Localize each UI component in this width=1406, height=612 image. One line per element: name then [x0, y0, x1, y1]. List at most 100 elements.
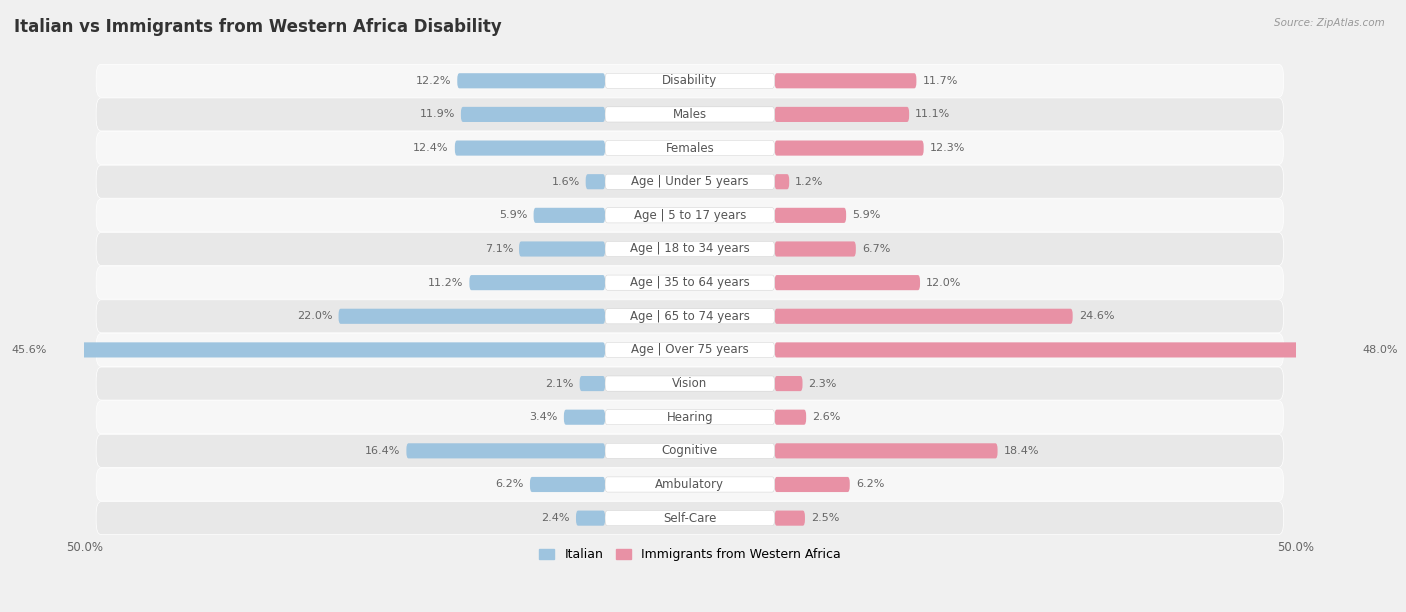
Text: 16.4%: 16.4%: [366, 446, 401, 456]
FancyBboxPatch shape: [605, 510, 775, 526]
Text: 11.7%: 11.7%: [922, 76, 957, 86]
Legend: Italian, Immigrants from Western Africa: Italian, Immigrants from Western Africa: [534, 543, 845, 566]
FancyBboxPatch shape: [534, 208, 605, 223]
Text: 5.9%: 5.9%: [852, 211, 880, 220]
FancyBboxPatch shape: [605, 241, 775, 256]
FancyBboxPatch shape: [96, 266, 1284, 299]
Text: Italian vs Immigrants from Western Africa Disability: Italian vs Immigrants from Western Afric…: [14, 18, 502, 36]
FancyBboxPatch shape: [457, 73, 605, 88]
Text: 2.5%: 2.5%: [811, 513, 839, 523]
Text: Ambulatory: Ambulatory: [655, 478, 724, 491]
FancyBboxPatch shape: [96, 199, 1284, 232]
Text: Age | Under 5 years: Age | Under 5 years: [631, 175, 748, 188]
FancyBboxPatch shape: [775, 376, 803, 391]
FancyBboxPatch shape: [461, 107, 605, 122]
Text: Cognitive: Cognitive: [662, 444, 718, 457]
Text: 11.1%: 11.1%: [915, 110, 950, 119]
Text: Age | 5 to 17 years: Age | 5 to 17 years: [634, 209, 747, 222]
FancyBboxPatch shape: [775, 275, 920, 290]
FancyBboxPatch shape: [586, 174, 605, 189]
Text: 45.6%: 45.6%: [11, 345, 46, 355]
Text: 22.0%: 22.0%: [297, 312, 332, 321]
FancyBboxPatch shape: [775, 510, 806, 526]
FancyBboxPatch shape: [775, 141, 924, 155]
FancyBboxPatch shape: [519, 241, 605, 256]
Text: 2.6%: 2.6%: [813, 412, 841, 422]
FancyBboxPatch shape: [775, 73, 917, 88]
FancyBboxPatch shape: [605, 275, 775, 290]
FancyBboxPatch shape: [775, 409, 806, 425]
Text: 12.3%: 12.3%: [929, 143, 965, 153]
FancyBboxPatch shape: [96, 233, 1284, 266]
FancyBboxPatch shape: [605, 477, 775, 492]
FancyBboxPatch shape: [576, 510, 605, 526]
Text: 12.4%: 12.4%: [413, 143, 449, 153]
FancyBboxPatch shape: [605, 141, 775, 155]
FancyBboxPatch shape: [470, 275, 605, 290]
FancyBboxPatch shape: [775, 107, 910, 122]
Text: Age | 65 to 74 years: Age | 65 to 74 years: [630, 310, 749, 323]
FancyBboxPatch shape: [96, 98, 1284, 131]
FancyBboxPatch shape: [775, 308, 1073, 324]
FancyBboxPatch shape: [96, 165, 1284, 198]
FancyBboxPatch shape: [775, 443, 998, 458]
Text: Hearing: Hearing: [666, 411, 713, 424]
FancyBboxPatch shape: [456, 141, 605, 155]
Text: Age | 35 to 64 years: Age | 35 to 64 years: [630, 276, 749, 289]
FancyBboxPatch shape: [96, 468, 1284, 501]
Text: 1.2%: 1.2%: [796, 177, 824, 187]
Text: 7.1%: 7.1%: [485, 244, 513, 254]
Text: Age | 18 to 34 years: Age | 18 to 34 years: [630, 242, 749, 255]
Text: 2.4%: 2.4%: [541, 513, 569, 523]
Text: 48.0%: 48.0%: [1362, 345, 1398, 355]
Text: 11.9%: 11.9%: [419, 110, 456, 119]
FancyBboxPatch shape: [96, 300, 1284, 333]
Text: 3.4%: 3.4%: [530, 412, 558, 422]
FancyBboxPatch shape: [564, 409, 605, 425]
Text: 12.0%: 12.0%: [927, 278, 962, 288]
Text: 5.9%: 5.9%: [499, 211, 527, 220]
Text: 12.2%: 12.2%: [416, 76, 451, 86]
FancyBboxPatch shape: [775, 174, 789, 189]
FancyBboxPatch shape: [96, 367, 1284, 400]
FancyBboxPatch shape: [96, 435, 1284, 468]
FancyBboxPatch shape: [605, 342, 775, 357]
FancyBboxPatch shape: [605, 73, 775, 88]
Text: 2.3%: 2.3%: [808, 379, 837, 389]
FancyBboxPatch shape: [52, 342, 605, 357]
FancyBboxPatch shape: [579, 376, 605, 391]
FancyBboxPatch shape: [530, 477, 605, 492]
Text: 2.1%: 2.1%: [546, 379, 574, 389]
Text: 6.2%: 6.2%: [856, 479, 884, 490]
Text: 1.6%: 1.6%: [551, 177, 579, 187]
Text: Age | Over 75 years: Age | Over 75 years: [631, 343, 749, 356]
Text: 6.2%: 6.2%: [495, 479, 524, 490]
FancyBboxPatch shape: [605, 308, 775, 324]
Text: Males: Males: [673, 108, 707, 121]
FancyBboxPatch shape: [775, 342, 1357, 357]
FancyBboxPatch shape: [96, 502, 1284, 535]
FancyBboxPatch shape: [96, 132, 1284, 165]
Text: 6.7%: 6.7%: [862, 244, 890, 254]
FancyBboxPatch shape: [605, 107, 775, 122]
Text: Vision: Vision: [672, 377, 707, 390]
FancyBboxPatch shape: [96, 401, 1284, 434]
FancyBboxPatch shape: [775, 208, 846, 223]
FancyBboxPatch shape: [605, 409, 775, 425]
FancyBboxPatch shape: [339, 308, 605, 324]
Text: Disability: Disability: [662, 74, 717, 88]
FancyBboxPatch shape: [775, 477, 849, 492]
FancyBboxPatch shape: [605, 376, 775, 391]
FancyBboxPatch shape: [96, 334, 1284, 367]
FancyBboxPatch shape: [605, 208, 775, 223]
FancyBboxPatch shape: [96, 64, 1284, 97]
Text: Source: ZipAtlas.com: Source: ZipAtlas.com: [1274, 18, 1385, 28]
FancyBboxPatch shape: [605, 174, 775, 189]
Text: 18.4%: 18.4%: [1004, 446, 1039, 456]
FancyBboxPatch shape: [605, 443, 775, 458]
Text: Females: Females: [665, 141, 714, 155]
Text: 11.2%: 11.2%: [427, 278, 464, 288]
Text: 24.6%: 24.6%: [1078, 312, 1114, 321]
Text: Self-Care: Self-Care: [664, 512, 717, 524]
FancyBboxPatch shape: [775, 241, 856, 256]
